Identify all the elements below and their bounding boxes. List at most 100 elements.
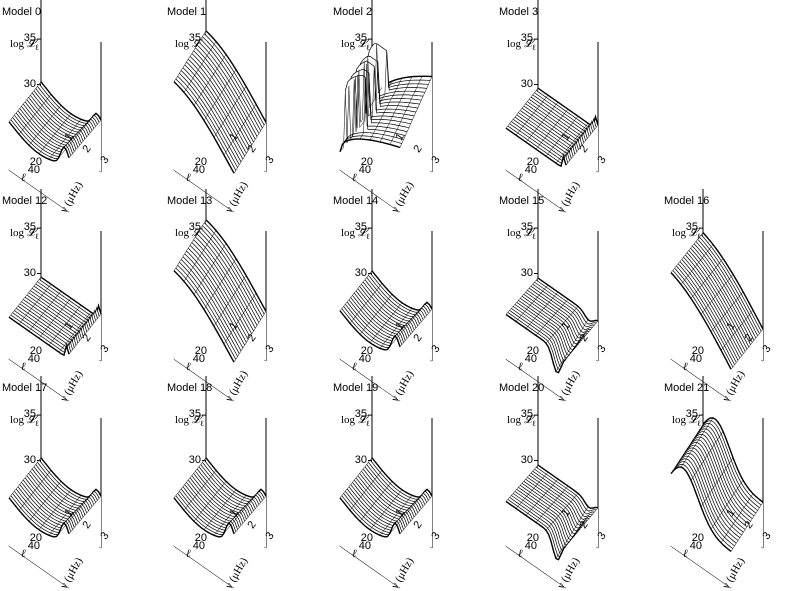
surface-column-line (58, 119, 92, 158)
y-axis-label: log 𝓛ℓ (175, 414, 204, 428)
surface-column-line (670, 424, 704, 474)
y-tick-label: 35 (188, 408, 201, 421)
ell-axis-label: ℓ (186, 361, 191, 373)
y-axis-label-subscript: ℓ (531, 43, 536, 53)
surface-column-line (525, 291, 559, 329)
surface-plot (8, 189, 102, 402)
surface-column-line (38, 113, 72, 154)
surface-column-line (535, 485, 569, 523)
surface-column-line (203, 258, 237, 310)
surface-column-line (183, 230, 217, 282)
y-axis-label-prefix: log (10, 227, 27, 239)
panel-title: Model 15 (499, 195, 545, 207)
ell-axis-label: ℓ (186, 548, 191, 560)
surface-row-fill (671, 467, 731, 588)
y-tick-label: 35 (520, 221, 533, 234)
y-axis-label: log 𝓛ℓ (341, 38, 370, 52)
surface-column-line (555, 506, 589, 559)
surface-column-line (223, 103, 257, 156)
surface-column-line (525, 102, 559, 143)
surface-column-line (515, 471, 549, 509)
panel-title: Model 0 (2, 6, 42, 18)
y-axis-label: log 𝓛ℓ (672, 227, 701, 241)
surface-column-line (48, 495, 82, 536)
surface-column-line (389, 308, 423, 347)
surface-column-line (48, 119, 82, 160)
ell-tick-label: 40 (689, 540, 703, 552)
ell-tick-label: 20 (691, 532, 705, 544)
surface-column-line (690, 258, 724, 299)
ell-tick-label: 20 (526, 532, 540, 544)
ell-axis-label: ℓ (683, 548, 688, 560)
surface-row-fill (9, 317, 69, 401)
surface-column-line (233, 311, 267, 363)
surface-plot (505, 189, 599, 402)
panel-title: Model 21 (664, 382, 710, 394)
surface-column-line (545, 493, 579, 531)
surface-plot (670, 376, 764, 589)
y-tick-label: 35 (520, 32, 533, 45)
y-axis-label-symbol: 𝓛 (191, 38, 200, 50)
y-tick-label: 30 (354, 266, 367, 279)
ell-axis-label: ℓ (683, 361, 688, 373)
panel-title: Model 16 (664, 195, 710, 207)
y-axis-label-symbol: 𝓛 (688, 227, 697, 239)
ell-tick-label: 40 (27, 164, 41, 176)
surface-column-line (515, 95, 549, 136)
surface-column-line (193, 243, 227, 295)
y-axis-label-prefix: log (672, 227, 689, 239)
surface-column-line (379, 76, 413, 143)
surface-row-fill (340, 139, 400, 212)
ell-tick-label: 20 (526, 345, 540, 357)
surface-column-line (213, 275, 247, 327)
surface-column-line (700, 274, 734, 315)
y-tick-label: 30 (520, 266, 533, 279)
y-axis-label-subscript: ℓ (365, 419, 370, 429)
surface-column-line (183, 41, 217, 93)
y-axis-label-prefix: log (672, 414, 689, 426)
ell-tick-label: 20 (360, 345, 374, 357)
ell-tick-label: 20 (29, 532, 43, 544)
surface-column-line (710, 479, 744, 530)
y-tick-label: 30 (23, 266, 36, 279)
y-axis-label-symbol: 𝓛 (523, 414, 532, 426)
surface-column-line (535, 109, 569, 150)
surface-column-line (339, 270, 373, 311)
ell-axis-label: ℓ (352, 548, 357, 560)
y-axis-label-symbol: 𝓛 (26, 414, 35, 426)
ell-tick-label: 40 (524, 353, 538, 365)
y-axis-label-prefix: log (175, 414, 192, 426)
y-tick-label: 35 (23, 408, 36, 421)
surface-column-line (58, 312, 92, 353)
ell-axis-label: ℓ (186, 172, 191, 184)
ell-tick-label: 40 (27, 353, 41, 365)
y-tick-label: 35 (23, 221, 36, 234)
panel-title: Model 14 (333, 195, 379, 207)
y-tick-label: 35 (354, 221, 367, 234)
y-axis-label: log 𝓛ℓ (10, 227, 39, 241)
surface-column-line (399, 496, 433, 534)
y-tick-label: 35 (354, 408, 367, 421)
surface-column-line (223, 292, 257, 345)
surface-plot (339, 376, 433, 589)
surface-plot (173, 189, 267, 402)
ell-axis-label: ℓ (21, 548, 26, 560)
ell-tick-label: 40 (27, 540, 41, 552)
surface-column-line (203, 69, 237, 121)
surface-column-line (213, 495, 247, 536)
surface-column-line (38, 298, 72, 339)
y-axis-label-prefix: log (341, 414, 358, 426)
panel-title: Model 17 (2, 382, 48, 394)
surface-row-fill (174, 81, 234, 212)
panel-title: Model 18 (167, 382, 213, 394)
surface-plot (505, 376, 599, 589)
ell-axis-label: ℓ (21, 172, 26, 184)
y-axis-label-symbol: 𝓛 (357, 227, 366, 239)
panel-title: Model 3 (499, 6, 539, 18)
